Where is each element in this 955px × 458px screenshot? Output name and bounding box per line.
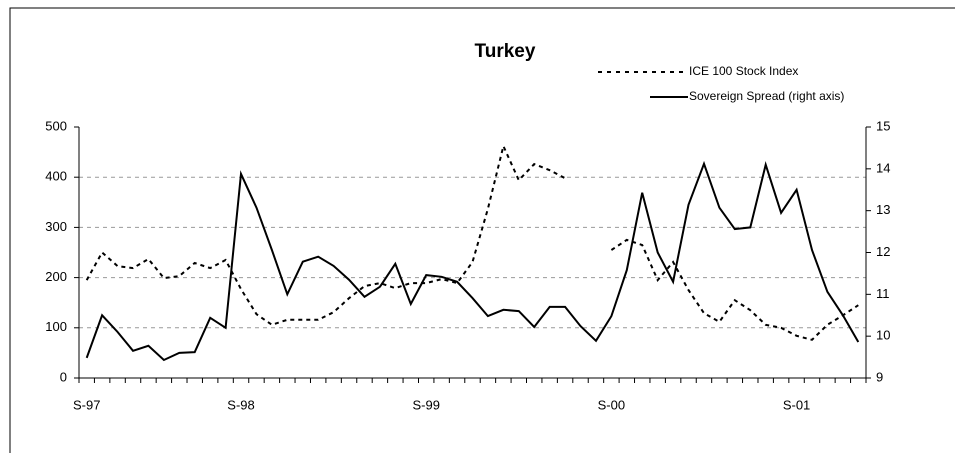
series-line xyxy=(85,143,859,341)
y-tick-label: 0 xyxy=(60,369,67,384)
y-tick-label: 400 xyxy=(45,169,67,184)
y-tick-label: 300 xyxy=(45,219,67,234)
x-tick-label: S-98 xyxy=(227,397,254,412)
y2-tick-label: 10 xyxy=(876,328,890,343)
series-line xyxy=(85,160,860,362)
y2-tick-label: 14 xyxy=(876,160,890,175)
x-tick-label: S-00 xyxy=(598,397,625,412)
y2-tick-label: 15 xyxy=(876,118,890,133)
x-tick-label: S-01 xyxy=(783,397,810,412)
y-tick-label: 100 xyxy=(45,319,67,334)
x-tick-label: S-99 xyxy=(412,397,439,412)
chart-title: Turkey xyxy=(475,41,536,62)
y2-tick-label: 12 xyxy=(876,244,890,259)
x-tick-label: S-97 xyxy=(73,397,100,412)
frame xyxy=(9,7,955,458)
y-tick-label: 200 xyxy=(45,269,67,284)
y-tick-label: 500 xyxy=(45,118,67,133)
y2-tick-label: 11 xyxy=(876,286,890,301)
legend-label: Sovereign Spread (right axis) xyxy=(689,89,844,103)
legend-label: ICE 100 Stock Index xyxy=(689,64,798,78)
y2-tick-label: 13 xyxy=(876,202,890,217)
y2-tick-label: 9 xyxy=(876,369,883,384)
